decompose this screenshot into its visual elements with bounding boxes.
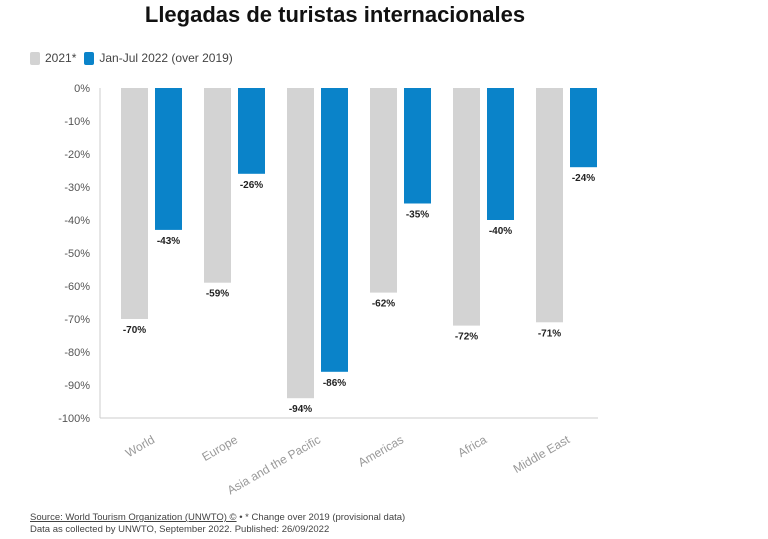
legend: 2021* Jan-Jul 2022 (over 2019) — [30, 51, 241, 65]
source-link[interactable]: Source: World Tourism Organization (UNWT… — [30, 512, 237, 523]
data-label: -24% — [572, 173, 595, 184]
data-label: -40% — [489, 226, 512, 237]
legend-label-2022: Jan-Jul 2022 (over 2019) — [99, 51, 233, 65]
x-tick-label: Africa — [455, 432, 489, 460]
footer: Source: World Tourism Organization (UNWT… — [30, 512, 405, 536]
footer-line-2: Data as collected by UNWTO, September 20… — [30, 524, 330, 535]
bar-2022 — [238, 88, 265, 174]
legend-swatch-2022 — [84, 51, 95, 65]
legend-label-2021: 2021* — [45, 51, 77, 65]
y-tick-label: -70% — [64, 314, 90, 326]
bar-2021 — [453, 88, 480, 326]
data-label: -26% — [240, 180, 263, 191]
x-tick-label: Americas — [356, 432, 406, 469]
legend-item-2022[interactable]: Jan-Jul 2022 (over 2019) — [84, 51, 233, 65]
y-tick-label: -90% — [64, 380, 90, 392]
data-label: -59% — [206, 289, 229, 300]
source-note: • * Change over 2019 (provisional data) — [236, 512, 406, 523]
bar-2022 — [155, 88, 182, 230]
x-tick-label: World — [123, 432, 157, 460]
bar-2022 — [404, 88, 431, 204]
x-tick-label: Middle East — [511, 432, 573, 476]
y-tick-label: -50% — [64, 248, 90, 260]
y-tick-label: -30% — [64, 182, 90, 194]
data-label: -62% — [372, 299, 395, 310]
bar-2022 — [487, 88, 514, 220]
bar-2021 — [121, 88, 148, 319]
bar-2021 — [287, 88, 314, 399]
chart-title: Llegadas de turistas internacionales — [144, 2, 526, 27]
bar-2021 — [536, 88, 563, 323]
data-label: -71% — [538, 328, 561, 339]
data-label: -70% — [123, 325, 146, 336]
bar-2021 — [370, 88, 397, 293]
y-tick-label: 0% — [74, 83, 90, 95]
data-label: -94% — [289, 404, 312, 415]
data-label: -35% — [406, 210, 429, 221]
x-tick-label: Europe — [199, 432, 240, 464]
bar-2021 — [204, 88, 231, 283]
data-label: -43% — [157, 236, 180, 247]
y-tick-label: -20% — [64, 149, 90, 161]
y-tick-label: -10% — [64, 116, 90, 128]
y-tick-label: -60% — [64, 281, 90, 293]
legend-item-2021[interactable]: 2021* — [30, 51, 76, 65]
y-tick-label: -80% — [64, 347, 90, 359]
footer-line-1: Source: World Tourism Organization (UNWT… — [30, 512, 405, 524]
bar-2022 — [570, 88, 597, 168]
y-tick-label: -40% — [64, 215, 90, 227]
bar-2022 — [321, 88, 348, 372]
x-tick-label: Asia and the Pacific — [225, 432, 323, 497]
y-tick-label: -100% — [58, 413, 90, 425]
data-label: -72% — [455, 332, 478, 343]
data-label: -86% — [323, 378, 346, 389]
bar-chart: 0% -10% -20% -30% -40% -50% -60% -70% -80% -90% -1… — [58, 83, 598, 497]
legend-swatch-2021 — [30, 51, 40, 65]
